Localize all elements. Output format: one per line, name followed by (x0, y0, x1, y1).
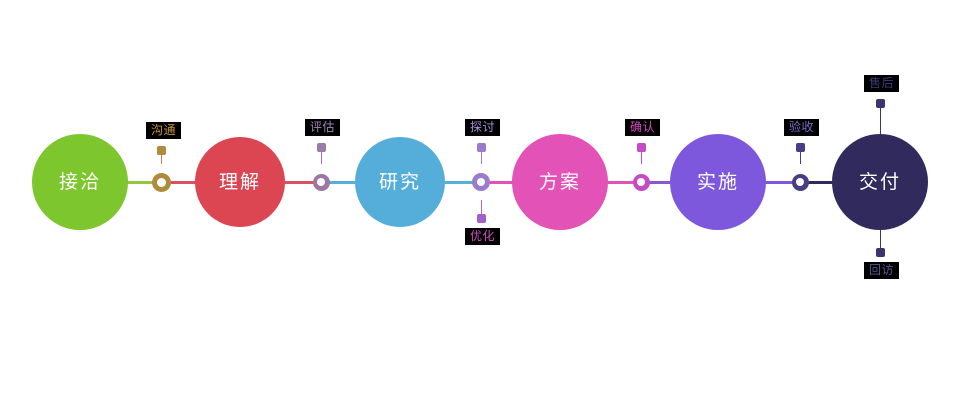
stage-label-5: 实施 (696, 170, 739, 193)
connector-segment-right-3 (481, 181, 514, 184)
connector-segment-right-4 (641, 181, 672, 184)
branch-tag-branch-queren[interactable]: 确认 (625, 119, 661, 136)
connector-ring-hole-2 (317, 178, 325, 186)
branch-dot-branch-shouhou (876, 99, 885, 108)
connector-ring-hole-5 (796, 178, 804, 186)
stage-node-1[interactable]: 接洽 (32, 134, 128, 230)
connector-segment-right-2 (321, 181, 357, 184)
branch-stem-branch-pinggu (321, 152, 322, 164)
branch-stem-branch-shouhou (880, 108, 881, 134)
connector-segment-right-1 (161, 181, 197, 184)
connector-segment-left-3 (443, 181, 481, 184)
branch-tag-branch-goutong[interactable]: 沟通 (146, 122, 182, 139)
connector-ring-hole-1 (156, 177, 166, 187)
stage-node-2[interactable]: 理解 (195, 137, 285, 227)
stage-label-1: 接洽 (58, 170, 101, 193)
branch-stem-branch-youhua (481, 200, 482, 214)
branch-tag-branch-huifang[interactable]: 回访 (864, 262, 900, 279)
branch-dot-branch-goutong (157, 146, 166, 155)
branch-stem-branch-queren (641, 152, 642, 164)
branch-stem-branch-yanshou (800, 152, 801, 164)
branch-stem-branch-goutong (161, 155, 162, 164)
branch-tag-branch-pinggu[interactable]: 评估 (305, 119, 341, 136)
branch-dot-branch-yanshou (796, 143, 805, 152)
connector-segment-left-5 (764, 181, 800, 184)
branch-dot-branch-pinggu (317, 143, 326, 152)
branch-dot-branch-youhua (477, 214, 486, 223)
stage-label-2: 理解 (218, 170, 261, 193)
branch-dot-branch-queren (637, 143, 646, 152)
connector-segment-left-2 (283, 181, 321, 184)
stage-node-4[interactable]: 方案 (512, 134, 608, 230)
connector-segment-left-1 (126, 181, 161, 184)
stage-label-6: 交付 (858, 170, 901, 193)
stage-label-3: 研究 (378, 170, 421, 193)
connector-segment-left-4 (606, 181, 641, 184)
connector-ring-hole-3 (477, 178, 485, 186)
connector-segment-right-5 (800, 181, 834, 184)
branch-dot-branch-huifang (876, 248, 885, 257)
stage-node-6[interactable]: 交付 (832, 134, 928, 230)
branch-tag-branch-youhua[interactable]: 优化 (465, 228, 501, 245)
stage-label-4: 方案 (538, 170, 581, 193)
stage-node-5[interactable]: 实施 (670, 134, 766, 230)
branch-dot-branch-tantao (477, 143, 486, 152)
connector-ring-hole-4 (637, 178, 645, 186)
branch-tag-branch-shouhou[interactable]: 售后 (864, 75, 900, 92)
stage-node-3[interactable]: 研究 (355, 137, 445, 227)
branch-tag-branch-yanshou[interactable]: 验收 (784, 119, 820, 136)
branch-stem-branch-huifang (880, 230, 881, 248)
branch-stem-branch-tantao (481, 152, 482, 164)
branch-tag-branch-tantao[interactable]: 探讨 (465, 119, 501, 136)
